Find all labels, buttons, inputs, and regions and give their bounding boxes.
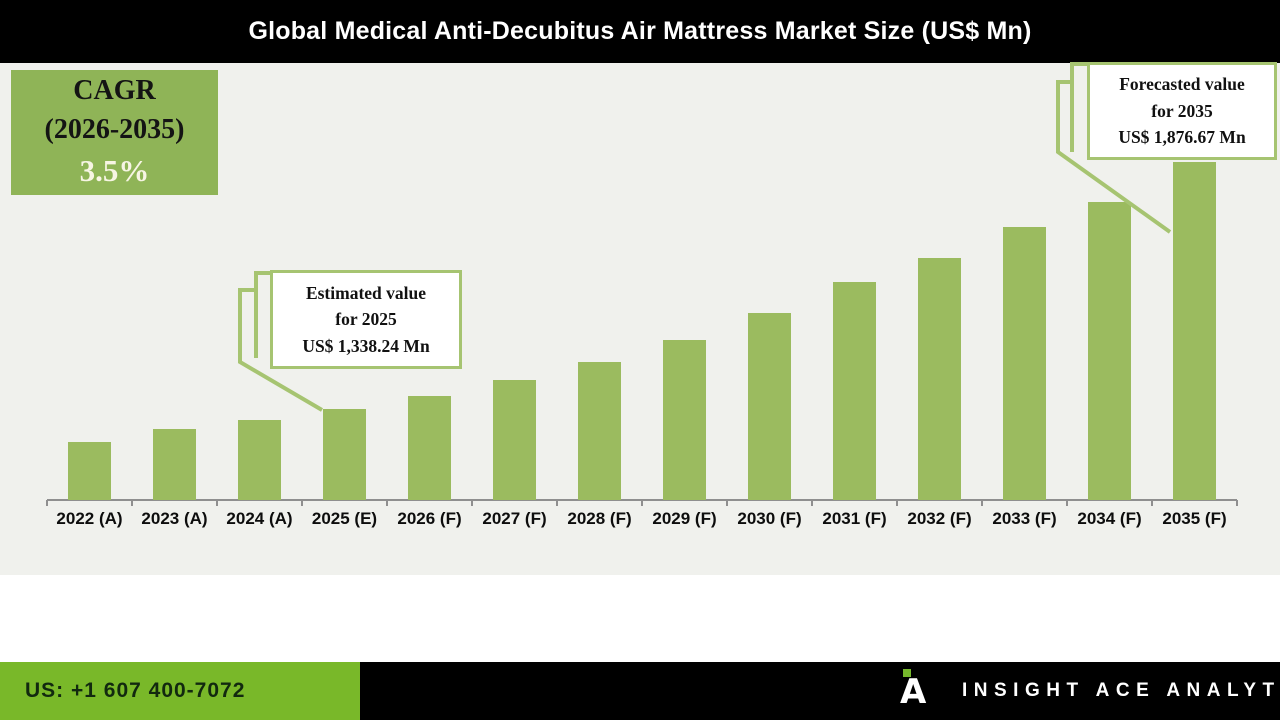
axis-tick [1066, 500, 1068, 506]
insight-ace-logo-icon: A [900, 667, 934, 715]
x-axis-label: 2034 (F) [1077, 509, 1142, 528]
x-axis-label: 2024 (A) [226, 509, 293, 528]
bar-2032-f [918, 258, 961, 500]
callout-value: US$ 1,876.67 Mn [1118, 127, 1246, 148]
x-axis-label: 2026 (F) [397, 509, 462, 528]
bar-2023-a [153, 429, 196, 500]
callout-line: Estimated value [305, 282, 427, 303]
x-axis-label: 2032 (F) [907, 509, 972, 528]
callout-line: for 2035 [1151, 100, 1213, 121]
title-bar: Global Medical Anti-Decubitus Air Mattre… [0, 0, 1280, 63]
callout-forecast-2035: Forecasted value for 2035 US$ 1,876.67 M… [1087, 62, 1277, 160]
x-axis-label: 2029 (F) [652, 509, 717, 528]
bar-2034-f [1088, 202, 1131, 500]
bar-2026-f [408, 396, 451, 500]
x-axis-label: 2028 (F) [567, 509, 632, 528]
phone-contact-box: US: +1 607 400-7072 [0, 662, 360, 720]
insight-ace-brand: A INSIGHT ACE ANALYTIC [900, 662, 1280, 720]
axis-tick [981, 500, 983, 506]
cagr-value: 3.5% [79, 152, 150, 188]
axis-tick [1151, 500, 1153, 506]
axis-tick [811, 500, 813, 506]
axis-tick [471, 500, 473, 506]
axis-tick [556, 500, 558, 506]
bar-2022-a [68, 442, 111, 500]
axis-tick [386, 500, 388, 506]
bar-2024-a [238, 420, 281, 500]
bar-2033-f [1003, 227, 1046, 500]
axis-tick [726, 500, 728, 506]
cagr-badge: CAGR (2026-2035) 3.5% [11, 70, 218, 195]
x-axis-label: 2030 (F) [737, 509, 802, 528]
market-contributors-band: Market Contributors: arjo stryker® LINET… [0, 575, 1280, 662]
axis-tick [216, 500, 218, 506]
axis-tick [896, 500, 898, 506]
bar-2030-f [748, 313, 791, 500]
logo-green-square [903, 669, 911, 677]
callout-line: for 2025 [335, 309, 397, 330]
axis-tick [641, 500, 643, 506]
phone-number: US: +1 607 400-7072 [25, 679, 246, 702]
callout-line: Forecasted value [1119, 74, 1245, 95]
x-axis-label: 2023 (A) [141, 509, 208, 528]
x-axis-label: 2025 (E) [311, 509, 378, 528]
cagr-label: CAGR [73, 75, 156, 107]
bar-2031-f [833, 282, 876, 500]
axis-tick [46, 500, 48, 506]
x-axis-label: 2033 (F) [992, 509, 1057, 528]
x-axis-label: 2031 (F) [822, 509, 887, 528]
axis-tick [131, 500, 133, 506]
bar-2025-e [323, 409, 366, 500]
footer-bar: US: +1 607 400-7072 A INSIGHT ACE ANALYT… [0, 662, 1280, 720]
bar-2035-f [1173, 162, 1216, 500]
bar-2028-f [578, 362, 621, 500]
x-axis-label: 2022 (A) [56, 509, 123, 528]
page-title: Global Medical Anti-Decubitus Air Mattre… [248, 17, 1032, 45]
bar-2029-f [663, 340, 706, 500]
callout-estimated-2025: Estimated value for 2025 US$ 1,338.24 Mn [270, 270, 462, 369]
x-axis-label: 2035 (F) [1162, 509, 1227, 528]
cagr-period: (2026-2035) [44, 114, 185, 146]
axis-tick [1236, 500, 1238, 506]
callout-value: US$ 1,338.24 Mn [302, 335, 430, 356]
bar-2027-f [493, 380, 536, 500]
axis-tick [301, 500, 303, 506]
brand-name: INSIGHT ACE ANALYTIC [962, 680, 1280, 701]
x-axis-label: 2027 (F) [482, 509, 547, 528]
